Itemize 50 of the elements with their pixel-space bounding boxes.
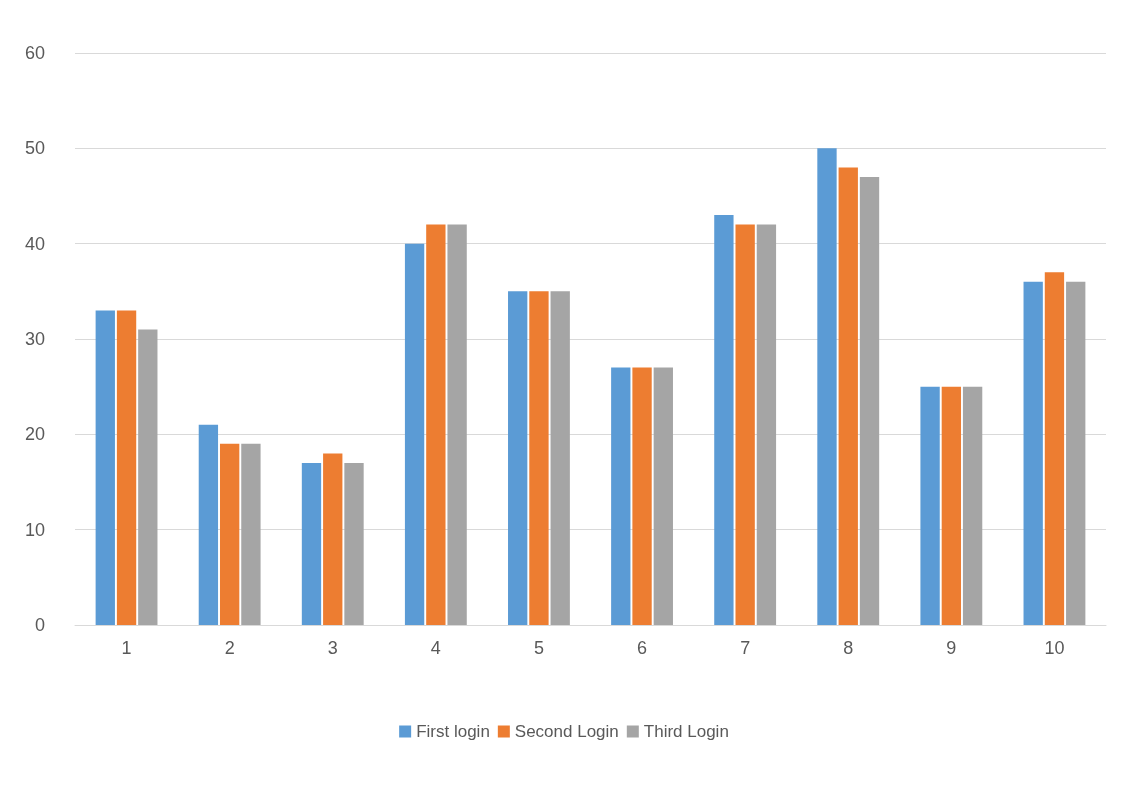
bar (344, 462, 364, 625)
bar (198, 424, 219, 625)
y-tick-label: 20 (24, 424, 45, 445)
y-tick-label: 50 (24, 138, 45, 159)
bar (550, 291, 570, 625)
bar (1044, 272, 1065, 625)
y-tick-label: 60 (24, 43, 45, 63)
legend-label: First login (416, 722, 490, 741)
bar (426, 224, 446, 625)
bar (1023, 281, 1043, 625)
bar (529, 291, 549, 625)
bar (962, 386, 983, 625)
legend-label: Second Login (514, 722, 619, 741)
y-tick-label: 30 (24, 329, 45, 349)
bar (920, 386, 940, 625)
bar (323, 453, 343, 625)
bar (1066, 281, 1086, 625)
y-tick-label: 0 (34, 615, 45, 635)
bar (116, 310, 137, 625)
bar (941, 386, 962, 625)
y-tick-label: 10 (24, 519, 45, 540)
x-tick-label: 1 (121, 638, 132, 658)
bar (447, 224, 467, 625)
bar (838, 167, 858, 625)
bar (632, 367, 652, 625)
bar (859, 176, 880, 625)
x-tick-label: 3 (327, 638, 338, 658)
bar (611, 367, 631, 625)
bar (714, 215, 734, 625)
bar (756, 224, 777, 625)
bar (817, 148, 837, 625)
x-tick-label: 10 (1044, 638, 1065, 658)
legend-label: Third Login (643, 722, 729, 741)
x-tick-label: 2 (224, 638, 235, 658)
x-tick-label: 7 (740, 638, 751, 658)
bar (508, 291, 528, 625)
bar (219, 443, 240, 625)
bar (404, 243, 425, 625)
bar (138, 329, 158, 625)
x-tick-label: 5 (533, 638, 544, 658)
bar (241, 443, 261, 625)
bar (301, 462, 322, 625)
bar (653, 367, 673, 625)
bar (735, 224, 755, 625)
bar (95, 310, 115, 625)
x-tick-label: 9 (946, 638, 957, 658)
y-tick-label: 40 (24, 233, 45, 254)
x-tick-label: 4 (430, 638, 441, 658)
x-tick-label: 8 (843, 638, 854, 658)
x-tick-label: 6 (637, 638, 648, 658)
